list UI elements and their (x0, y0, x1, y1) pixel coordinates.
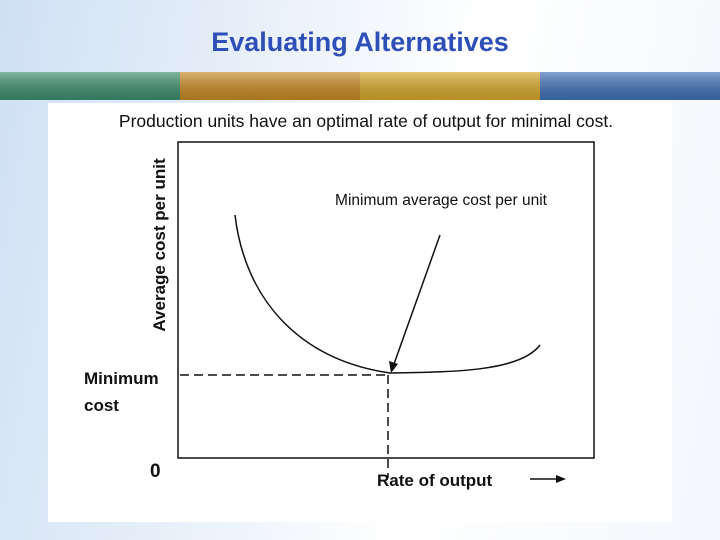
banner-sheen (0, 72, 720, 100)
y-axis-label: Average cost per unit (150, 158, 169, 332)
annotation: Minimum average cost per unit (335, 192, 548, 209)
annotation-arrow (393, 234, 441, 365)
slide-title: Evaluating Alternatives (211, 27, 509, 57)
min-cost-label: cost (84, 396, 119, 415)
plot-frame (177, 141, 595, 459)
arrow-head (389, 361, 398, 373)
min-cost-label: Minimum (84, 369, 159, 388)
arrow-head (556, 475, 566, 483)
origin-label: 0 (150, 461, 161, 482)
x-axis-label: Rate of output (377, 471, 493, 490)
banner (0, 72, 720, 100)
figure-panel (48, 103, 672, 522)
cost-curve (234, 214, 541, 374)
figure-caption: Production units have an optimal rate of… (119, 111, 613, 131)
